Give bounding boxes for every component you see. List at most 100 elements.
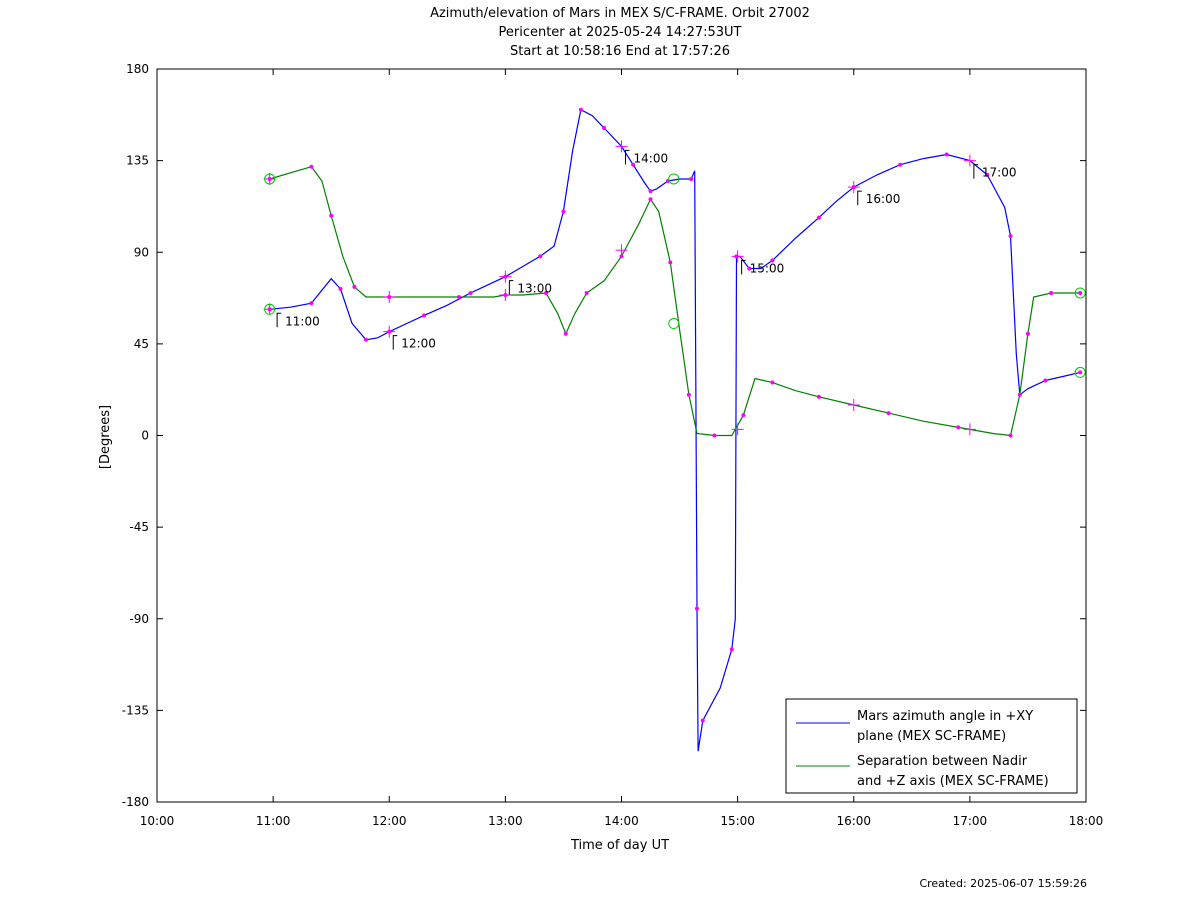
title-line-2: Pericenter at 2025-05-24 14:27:53UT (498, 25, 741, 40)
y-axis-label: [Degrees] (98, 405, 113, 469)
x-tick-label: 18:00 (1069, 814, 1104, 828)
data-point (689, 176, 694, 181)
y-tick-label: -90 (129, 612, 149, 626)
data-point (1049, 290, 1054, 295)
x-tick-label: 12:00 (372, 814, 407, 828)
x-tick-label: 16:00 (836, 814, 871, 828)
data-point (816, 394, 821, 399)
data-point (898, 162, 903, 167)
y-tick-label: 135 (126, 154, 149, 168)
title-line-1: Azimuth/elevation of Mars in MEX S/C-FRA… (430, 6, 810, 21)
plus-marker (847, 181, 860, 194)
data-point (712, 433, 717, 438)
circle-marker (668, 173, 680, 185)
data-point (631, 162, 636, 167)
plus-marker (731, 423, 744, 436)
data-point (309, 164, 314, 169)
x-tick-label: 10:00 (140, 814, 175, 828)
data-point (538, 254, 543, 259)
data-point (602, 126, 607, 131)
data-point (648, 197, 653, 202)
time-marker-tick (392, 335, 398, 350)
data-point (741, 413, 746, 418)
time-marker-label: 11:00 (285, 314, 320, 328)
y-tick-label: 180 (126, 62, 149, 76)
data-point (729, 647, 734, 652)
data-point (619, 254, 624, 259)
data-point (770, 380, 775, 385)
legend-box (785, 698, 1078, 794)
y-tick-label: -45 (129, 520, 149, 534)
circle-marker (668, 318, 680, 330)
data-point (422, 313, 427, 318)
time-marker-label: 16:00 (866, 192, 901, 206)
data-point (747, 266, 752, 271)
data-point (544, 290, 549, 295)
x-tick-label: 14:00 (604, 814, 639, 828)
plus-marker (615, 244, 628, 257)
title-line-3: Start at 10:58:16 End at 17:57:26 (510, 44, 730, 59)
data-point (364, 337, 369, 342)
data-point (1008, 433, 1013, 438)
data-point (886, 411, 891, 416)
x-tick-label: 11:00 (256, 814, 291, 828)
circle-marker (1074, 366, 1086, 378)
data-point (816, 215, 821, 220)
plus-marker (263, 172, 276, 185)
time-marker-tick (973, 164, 978, 179)
time-marker-tick (857, 190, 862, 206)
x-tick-label: 15:00 (720, 814, 755, 828)
y-tick-label: 90 (134, 245, 149, 259)
data-point (1078, 370, 1083, 375)
created-timestamp: Created: 2025-06-07 15:59:26 (919, 877, 1087, 890)
circle-marker (264, 303, 276, 315)
plus-marker (499, 289, 512, 302)
marker-layer: 11:00 12:00 13:00 14:00 15:00 16:00 17:00 (263, 107, 1086, 723)
data-point (648, 189, 653, 194)
plus-marker (263, 303, 276, 316)
circle-marker (264, 173, 276, 185)
series-layer (269, 108, 1081, 752)
data-point (944, 152, 949, 157)
plus-marker (499, 270, 512, 283)
time-marker-tick (276, 312, 282, 328)
data-point (329, 213, 334, 218)
data-point (1008, 233, 1013, 238)
circle-marker (1074, 287, 1086, 299)
series-line-azimuth (269, 108, 1081, 752)
data-point (1078, 290, 1083, 295)
data-point (956, 425, 961, 430)
data-point (1025, 331, 1030, 336)
time-marker-label: 13:00 (517, 282, 552, 296)
data-point (578, 107, 583, 112)
y-tick-label: -180 (122, 795, 149, 809)
data-point (1043, 378, 1048, 383)
time-marker-tick (625, 149, 630, 165)
data-point (584, 290, 589, 295)
legend: Mars azimuth angle in +XY plane (MEX SC-… (785, 698, 1078, 794)
time-marker-label: 14:00 (634, 151, 669, 165)
data-point (985, 172, 990, 177)
data-point (338, 286, 343, 291)
plus-marker (847, 398, 860, 411)
data-point (770, 258, 775, 263)
plus-marker (615, 140, 628, 153)
chart-title: Azimuth/elevation of Mars in MEX S/C-FRA… (430, 6, 810, 59)
y-tick-label: 0 (141, 429, 149, 443)
x-axis-label: Time of day UT (570, 838, 669, 853)
time-marker-tick (741, 259, 746, 275)
data-point (309, 301, 314, 306)
series-line-separation (269, 166, 1081, 437)
data-point (561, 209, 566, 214)
time-marker-tick (508, 280, 514, 295)
data-point (686, 392, 691, 397)
plus-marker (383, 325, 396, 338)
y-tick-label: -135 (122, 703, 149, 717)
data-point (563, 331, 568, 336)
data-point (668, 260, 673, 265)
plus-marker (963, 154, 976, 167)
legend-label-azimuth-2: plane (MEX SC-FRAME) (857, 729, 1006, 744)
plus-marker (731, 250, 744, 263)
y-tick-label: 45 (134, 337, 149, 351)
plus-marker (963, 423, 976, 436)
